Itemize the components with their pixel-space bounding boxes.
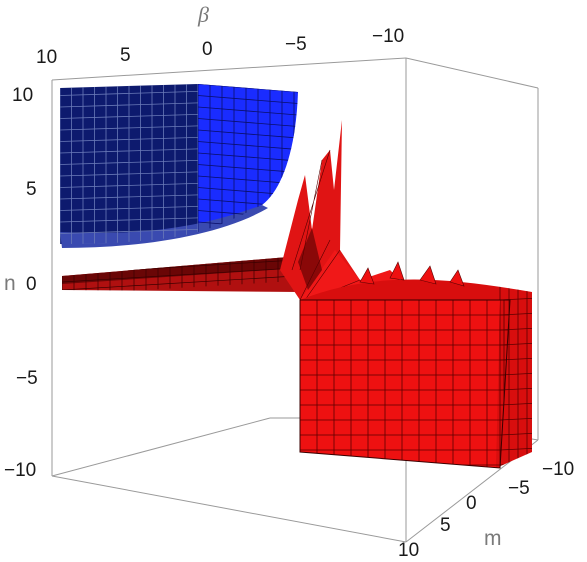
beta-tick: 10 [36,47,57,68]
n-tick: −5 [16,368,38,389]
n-axis-label: n [4,272,16,295]
beta-tick: 5 [120,45,131,66]
beta-axis: 10 5 0 −5 −10 β [36,2,404,68]
m-tick: 10 [398,540,419,561]
red-slab-surface [62,256,300,292]
beta-tick: 0 [202,39,213,60]
m-tick: −10 [542,459,574,480]
n-tick: −10 [4,460,36,481]
m-axis: −10 −5 0 5 10 m [398,459,574,561]
beta-axis-label: β [197,2,209,27]
beta-tick: −5 [285,34,307,55]
n-axis: 10 5 0 −5 −10 n [4,85,38,481]
m-tick: 0 [466,493,477,514]
n-tick: 10 [12,85,33,106]
beta-tick: −10 [372,26,404,47]
m-tick: 5 [440,515,451,536]
red-block-surface [299,261,532,469]
n-tick: 0 [26,274,37,295]
m-axis-label: m [484,527,502,550]
m-tick: −5 [508,478,530,499]
blue-block-surface [60,84,298,248]
n-tick: 5 [26,179,37,200]
